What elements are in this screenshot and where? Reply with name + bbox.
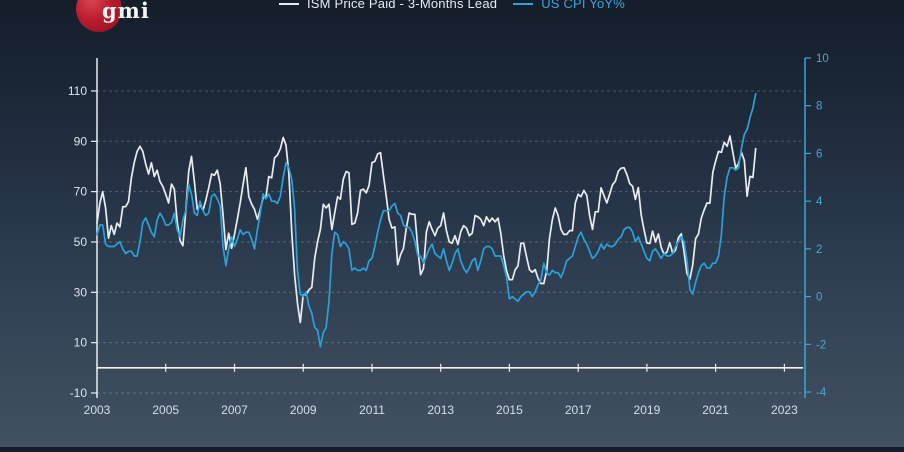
- x-tick-label: 2019: [634, 403, 661, 417]
- right-axis-tick-label: -4: [816, 387, 827, 399]
- left-axis-tick-label: 90: [74, 134, 88, 148]
- left-axis-tick-label: 30: [74, 285, 88, 299]
- legend-item-cpi: US CPI YoY%: [513, 0, 625, 11]
- x-tick-label: 2005: [152, 403, 179, 417]
- chart-legend: ISM Price Paid - 3-Months Lead US CPI Yo…: [0, 0, 904, 11]
- left-axis-tick-label: 10: [74, 336, 88, 350]
- right-axis-tick-label: -2: [816, 339, 826, 351]
- left-axis-tick-label: -10: [70, 386, 88, 400]
- cpi-line-swatch-icon: [513, 2, 534, 5]
- left-axis-tick-label: 50: [74, 235, 88, 249]
- right-axis-tick-label: 2: [816, 244, 822, 256]
- right-axis-tick-label: 0: [816, 292, 822, 304]
- legend-label-cpi: US CPI YoY%: [541, 0, 626, 11]
- x-tick-label: 2003: [84, 403, 111, 417]
- legend-item-ism: ISM Price Paid - 3-Months Lead: [278, 0, 498, 11]
- gmi-logo-text: gmi: [102, 0, 150, 23]
- legend-label-ism: ISM Price Paid - 3-Months Lead: [306, 0, 498, 11]
- x-tick-label: 2009: [290, 403, 317, 417]
- x-tick-label: 2013: [427, 403, 454, 417]
- x-tick-label: 2017: [565, 403, 592, 417]
- right-axis-tick-label: 4: [816, 196, 823, 208]
- gmi-logo: gmi: [76, 0, 149, 34]
- ism-price-paid-line: [96, 135, 757, 324]
- left-axis-tick-label: 70: [74, 185, 88, 199]
- x-tick-label: 2011: [359, 403, 385, 417]
- left-axis-tick-label: 110: [68, 84, 87, 98]
- right-axis-tick-label: 6: [816, 148, 822, 160]
- x-tick-label: 2015: [496, 403, 523, 417]
- x-tick-label: 2007: [221, 403, 248, 417]
- right-axis-tick-label: 10: [816, 53, 829, 65]
- x-tick-label: 2023: [771, 403, 798, 417]
- x-tick-label: 2021: [702, 403, 729, 417]
- right-axis-tick-label: 8: [816, 101, 822, 113]
- ism-line-swatch-icon: [278, 2, 299, 5]
- us-cpi-line: [96, 92, 757, 348]
